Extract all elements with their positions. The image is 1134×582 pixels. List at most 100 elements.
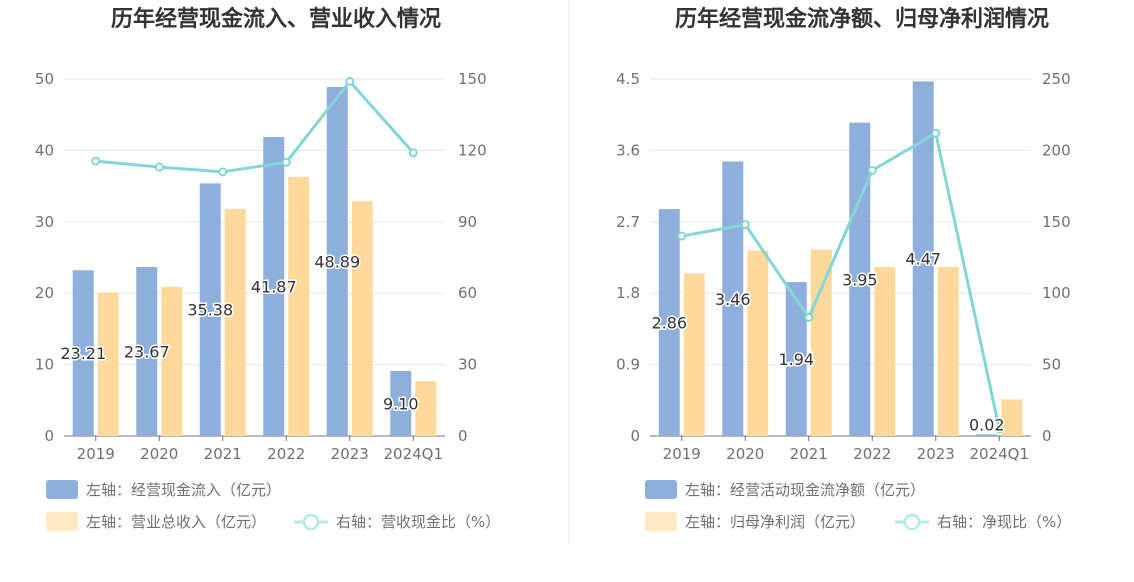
- legend-swatch: [645, 480, 677, 499]
- left-axis-tick-label: 50: [35, 70, 54, 88]
- data-label: 23.67: [124, 342, 170, 361]
- bar: [1001, 399, 1023, 436]
- data-label: 2.86: [651, 314, 687, 333]
- bar: [722, 161, 744, 437]
- legend-item: 左轴：经营现金流入（亿元）: [46, 480, 281, 499]
- right-axis-tick-label: 100: [1042, 284, 1071, 302]
- bar: [72, 270, 94, 436]
- x-axis-tick-label: 2024Q1: [969, 445, 1029, 463]
- line-point: [804, 312, 814, 322]
- legend-label: 左轴：营业总收入（亿元）: [86, 513, 266, 531]
- bar: [976, 434, 998, 436]
- data-label: 1.94: [778, 350, 814, 369]
- legend-swatch-point: [302, 513, 320, 531]
- left-axis-tick-label: 1.8: [616, 284, 640, 302]
- bar: [747, 250, 769, 436]
- legend-item: 右轴：净现比（%）: [895, 513, 1071, 531]
- left-axis-tick-label: 2.7: [616, 213, 640, 231]
- right-axis-tick-label: 0: [1042, 427, 1052, 445]
- left-axis-tick-label: 3.6: [616, 141, 640, 159]
- legend-label: 左轴：经营现金流入（亿元）: [86, 481, 281, 499]
- line-point: [218, 167, 228, 177]
- legend-item: 右轴：营收现金比（%）: [294, 513, 500, 531]
- left-axis-tick-label: 30: [35, 213, 54, 231]
- bar: [351, 201, 373, 436]
- bar: [263, 137, 285, 436]
- bar: [326, 86, 348, 436]
- data-label: 3.95: [842, 270, 878, 289]
- line-point: [867, 165, 877, 175]
- bar: [415, 381, 437, 436]
- line-point: [677, 231, 687, 241]
- right-axis-tick-label: 0: [458, 427, 468, 445]
- right-axis-tick-label: 90: [458, 213, 477, 231]
- legend-label: 左轴：经营活动现金流净额（亿元）: [685, 481, 925, 499]
- left-axis-tick-label: 4.5: [616, 70, 640, 88]
- chart-title: 历年经营现金流净额、归母净利润情况: [675, 6, 1049, 32]
- bar: [288, 176, 310, 436]
- data-label: 3.46: [715, 290, 751, 309]
- legend-item: 左轴：营业总收入（亿元）: [46, 512, 266, 531]
- series-line: [95, 79, 415, 174]
- series-line: [681, 131, 1001, 430]
- bar: [912, 81, 934, 436]
- x-axis-tick-label: 2023: [331, 445, 369, 463]
- bar: [810, 249, 832, 436]
- right-axis-tick-label: 30: [458, 356, 477, 374]
- data-label: 9.10: [383, 395, 419, 414]
- legend-item: 左轴：归母净利润（亿元）: [645, 512, 865, 531]
- left-axis-tick-label: 10: [35, 356, 54, 374]
- x-axis-tick-label: 2021: [790, 445, 828, 463]
- line-point: [994, 424, 1004, 434]
- left-axis-tick-label: 0.9: [616, 356, 640, 374]
- left-axis-tick-label: 0: [630, 427, 640, 445]
- bar: [199, 183, 221, 436]
- x-axis-tick-label: 2019: [77, 445, 115, 463]
- bar: [849, 122, 871, 436]
- legend-label: 右轴：净现比（%）: [937, 513, 1071, 531]
- data-label: 4.47: [905, 250, 941, 269]
- bar: [390, 371, 412, 436]
- line-point: [154, 162, 164, 172]
- right-axis-tick-label: 200: [1042, 141, 1071, 159]
- line-point: [931, 128, 941, 138]
- legend-item: 左轴：经营活动现金流净额（亿元）: [645, 480, 925, 499]
- right-axis-tick-label: 250: [1042, 70, 1071, 88]
- bar: [874, 267, 896, 436]
- left-axis-tick-label: 20: [35, 284, 54, 302]
- bar: [161, 286, 183, 436]
- data-label: 23.21: [60, 344, 106, 363]
- line-point: [345, 76, 355, 86]
- chart-title: 历年经营现金流入、营业收入情况: [111, 6, 441, 32]
- chart-panel-2: 历年经营现金流净额、归母净利润情况 0 0 0.9 50 1.8 100 2.7 150 3.6 2…: [616, 6, 1071, 531]
- bar: [97, 292, 119, 436]
- data-label: 35.38: [187, 301, 233, 320]
- legend-label: 左轴：归母净利润（亿元）: [685, 513, 865, 531]
- x-axis-tick-label: 2019: [663, 445, 701, 463]
- left-axis-tick-label: 40: [35, 141, 54, 159]
- bar: [785, 282, 807, 436]
- x-axis-tick-label: 2023: [917, 445, 955, 463]
- data-label: 0.02: [969, 415, 1005, 434]
- x-axis-tick-label: 2020: [140, 445, 178, 463]
- legend-swatch: [645, 512, 677, 531]
- bar: [683, 273, 705, 436]
- x-axis-tick-label: 2024Q1: [383, 445, 443, 463]
- bar: [658, 209, 680, 436]
- legend-label: 右轴：营收现金比（%）: [336, 513, 500, 531]
- right-axis-tick-label: 50: [1042, 356, 1061, 374]
- x-axis-tick-label: 2022: [267, 445, 305, 463]
- line-point: [740, 220, 750, 230]
- right-axis-tick-label: 150: [1042, 213, 1071, 231]
- data-label: 48.89: [314, 252, 360, 271]
- bar: [937, 267, 959, 436]
- right-axis-tick-label: 60: [458, 284, 477, 302]
- line-point: [408, 148, 418, 158]
- x-axis-tick-label: 2021: [204, 445, 242, 463]
- x-axis-tick-label: 2020: [726, 445, 764, 463]
- line-point: [91, 156, 101, 166]
- data-label: 41.87: [251, 278, 297, 297]
- bar: [224, 208, 246, 436]
